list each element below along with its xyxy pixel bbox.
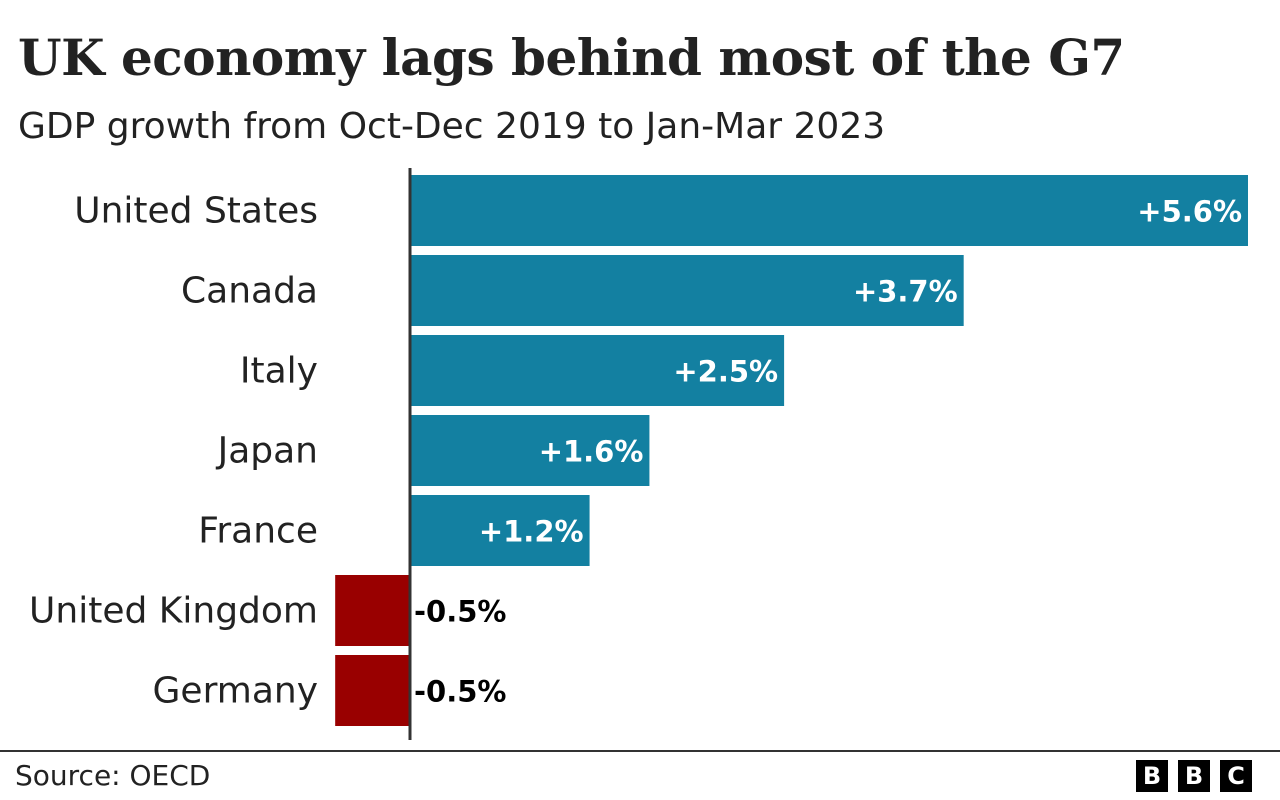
category-label: United States: [74, 191, 318, 232]
bar: [410, 255, 964, 326]
bar-chart: United States +5.6% Canada +3.7% Italy +2.5% J…: [29, 168, 1248, 740]
logo-letter: B: [1136, 760, 1168, 792]
data-label: +1.2%: [479, 515, 584, 549]
logo-letter: B: [1178, 760, 1210, 792]
category-label: France: [198, 511, 318, 552]
bar: [410, 495, 590, 566]
category-label: Canada: [181, 271, 318, 312]
data-label: +3.7%: [853, 275, 958, 309]
bar: [335, 575, 410, 646]
category-label: Germany: [153, 671, 318, 712]
bar: [410, 415, 650, 486]
category-label: United Kingdom: [29, 591, 318, 632]
bbc-logo: B B C: [1136, 760, 1252, 792]
chart-subtitle: GDP growth from Oct-Dec 2019 to Jan-Mar …: [18, 106, 886, 147]
data-label: -0.5%: [414, 675, 506, 709]
data-label: +5.6%: [1137, 195, 1242, 229]
data-label: +1.6%: [539, 435, 644, 469]
data-label: +2.5%: [673, 355, 778, 389]
data-label: -0.5%: [414, 595, 506, 629]
bar: [410, 335, 785, 406]
bar: [335, 655, 410, 726]
source-note: Source: OECD: [15, 759, 211, 792]
category-label: Japan: [216, 431, 318, 472]
chart-title: UK economy lags behind most of the G7: [18, 28, 1125, 87]
category-label: Italy: [240, 351, 318, 392]
bar: [410, 175, 1248, 246]
logo-letter: C: [1220, 760, 1252, 792]
footer-divider: [0, 750, 1280, 752]
